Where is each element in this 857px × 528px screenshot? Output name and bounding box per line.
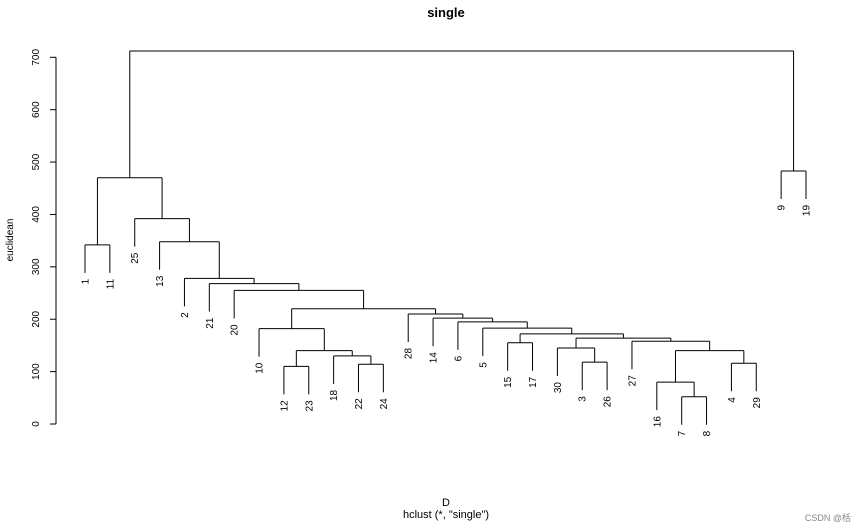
leaf-label: 13 bbox=[155, 275, 166, 287]
leaf-label: 14 bbox=[429, 352, 440, 364]
leaf-label: 12 bbox=[279, 400, 290, 412]
y-tick-label: 700 bbox=[31, 49, 42, 66]
leaf-label: 22 bbox=[354, 398, 365, 410]
watermark: CSDN @栝 bbox=[805, 511, 851, 524]
leaf-label: 25 bbox=[130, 252, 141, 264]
y-tick-label: 400 bbox=[31, 206, 42, 223]
leaf-label: 8 bbox=[702, 430, 713, 436]
leaf-label: 3 bbox=[578, 396, 589, 402]
leaf-label: 23 bbox=[304, 400, 315, 412]
y-tick-label: 200 bbox=[31, 310, 42, 327]
leaf-label: 19 bbox=[802, 205, 813, 217]
leaf-label: 17 bbox=[528, 376, 539, 388]
y-axis-label: euclidean bbox=[5, 219, 16, 262]
chart-subtitle: hclust (*, "single") bbox=[403, 509, 489, 521]
leaf-label: 9 bbox=[777, 205, 788, 211]
leaf-label: 21 bbox=[205, 317, 216, 329]
leaf-label: 15 bbox=[503, 376, 514, 388]
y-axis: 0 100 200 300 400 500 600 700 bbox=[31, 49, 56, 427]
dendrogram-tree bbox=[85, 51, 806, 425]
y-tick-label: 600 bbox=[31, 101, 42, 118]
leaf-label: 10 bbox=[255, 362, 266, 374]
leaf-label: 7 bbox=[677, 430, 688, 436]
leaf-label: 27 bbox=[627, 375, 638, 387]
leaf-label: 6 bbox=[453, 355, 464, 361]
y-tick-label: 100 bbox=[31, 363, 42, 380]
leaf-label: 20 bbox=[230, 324, 241, 336]
leaf-label: 28 bbox=[404, 348, 415, 360]
leaf-label: 29 bbox=[752, 397, 763, 409]
leaf-label: 4 bbox=[727, 397, 738, 403]
leaf-label: 1 bbox=[81, 278, 92, 284]
y-tick-label: 0 bbox=[31, 421, 42, 427]
x-axis-label: D bbox=[442, 497, 450, 509]
leaf-label: 2 bbox=[180, 312, 191, 318]
chart-title: single bbox=[427, 5, 465, 20]
leaf-label: 18 bbox=[329, 389, 340, 401]
leaf-label: 5 bbox=[478, 362, 489, 368]
leaf-label: 11 bbox=[105, 278, 116, 289]
leaf-label: 24 bbox=[379, 398, 390, 410]
leaf-label: 26 bbox=[603, 396, 614, 408]
leaf-label: 30 bbox=[553, 382, 564, 394]
leaf-label: 16 bbox=[652, 416, 663, 428]
y-tick-label: 500 bbox=[31, 153, 42, 170]
y-tick-label: 300 bbox=[31, 258, 42, 275]
